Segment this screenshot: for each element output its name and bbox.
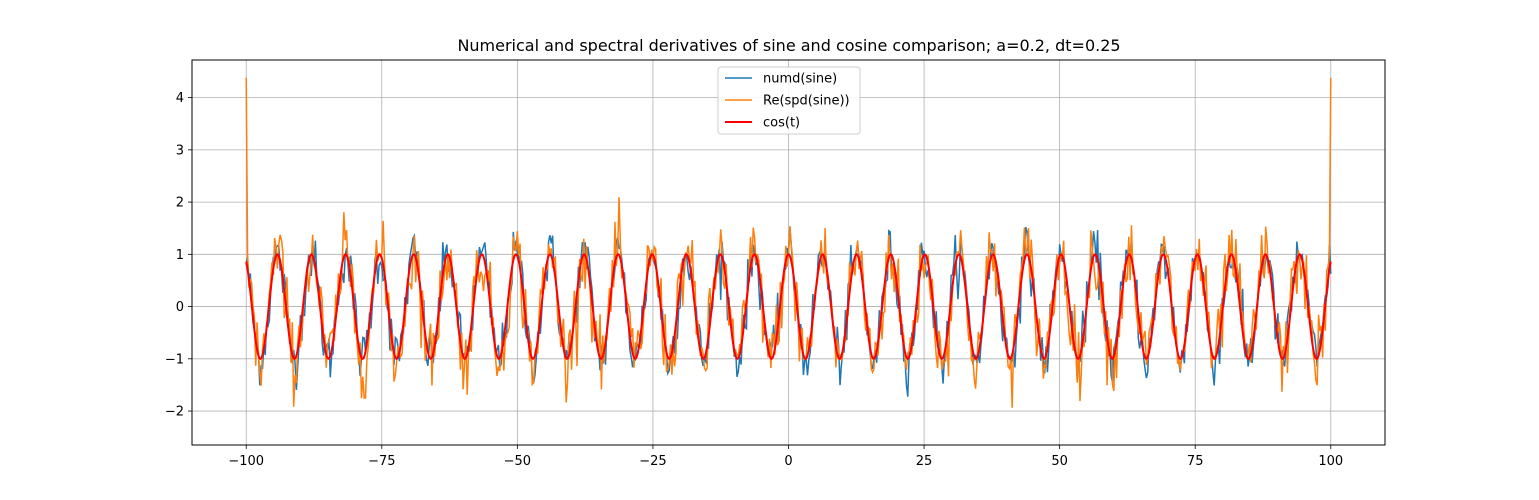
y-tick-label: 2: [176, 196, 184, 211]
x-tick-label: −100: [228, 454, 264, 469]
x-tick-label: −50: [504, 454, 531, 469]
x-axis: −100 −75 −50 −25 0 25 50 75 100: [228, 445, 1343, 469]
x-tick-label: 0: [784, 454, 792, 469]
y-tick-label: −1: [165, 352, 184, 367]
y-axis: −2 −1 0 1 2 3 4: [165, 91, 192, 420]
y-tick-label: 4: [176, 91, 184, 106]
y-tick-label: 1: [176, 248, 184, 263]
x-tick-label: 100: [1318, 454, 1343, 469]
y-tick-label: −2: [165, 405, 184, 420]
x-tick-label: −25: [639, 454, 666, 469]
legend-label: cos(t): [763, 116, 800, 131]
series-cos-t: [245, 253, 1332, 360]
chart-title: Numerical and spectral derivatives of si…: [457, 36, 1120, 55]
y-tick-label: 0: [176, 300, 184, 315]
x-tick-label: 75: [1187, 454, 1204, 469]
x-tick-label: −75: [368, 454, 395, 469]
legend-label: numd(sine): [763, 72, 837, 87]
legend-label: Re(spd(sine)): [763, 94, 850, 109]
y-tick-label: 3: [176, 143, 184, 158]
legend-box: [717, 66, 861, 135]
plot-series: [245, 77, 1332, 408]
x-tick-label: 25: [916, 454, 933, 469]
x-tick-label: 50: [1051, 454, 1068, 469]
legend: numd(sine) Re(spd(sine)) cos(t): [717, 66, 861, 135]
